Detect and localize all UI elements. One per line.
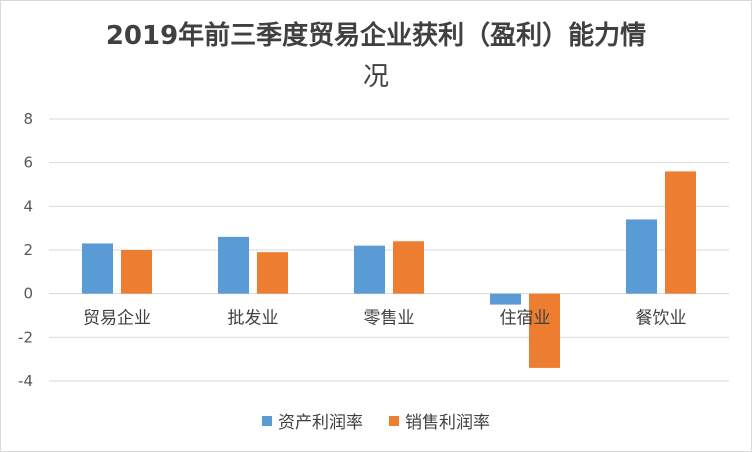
legend-swatch-series-0 xyxy=(262,415,272,426)
bar-series-1-2 xyxy=(393,241,424,294)
legend-label-series-1: 销售利润率 xyxy=(405,413,490,433)
y-tick-label: -2 xyxy=(18,328,33,346)
legend-item-series-1: 销售利润率 xyxy=(389,408,490,433)
x-category-label: 住宿业 xyxy=(500,309,551,329)
legend-swatch-series-1 xyxy=(389,415,399,426)
x-category-label: 零售业 xyxy=(364,309,415,329)
chart-title: 2019年前三季度贸易企业获利（盈利）能力情 况 xyxy=(1,15,751,97)
legend-item-series-0: 资产利润率 xyxy=(262,408,363,433)
bar-series-0-1 xyxy=(218,236,249,294)
x-category-label: 批发业 xyxy=(228,309,279,329)
y-tick-label: 2 xyxy=(23,241,33,259)
x-category-label: 贸易企业 xyxy=(83,309,151,329)
y-tick-label: -4 xyxy=(18,372,33,390)
bar-series-0-2 xyxy=(354,245,385,294)
y-tick-label: 4 xyxy=(23,197,33,215)
y-tick-label: 8 xyxy=(23,110,33,128)
chart-title-line2: 况 xyxy=(362,62,389,92)
legend-label-series-0: 资产利润率 xyxy=(278,413,363,433)
y-tick-label: 6 xyxy=(23,154,33,172)
bar-series-1-1 xyxy=(257,252,288,294)
bar-series-1-0 xyxy=(121,250,152,294)
legend: 资产利润率 销售利润率 xyxy=(1,408,751,433)
bar-series-0-0 xyxy=(82,243,113,294)
x-category-label: 餐饮业 xyxy=(636,309,687,329)
bar-series-1-3 xyxy=(529,293,560,368)
bar-series-0-3 xyxy=(490,293,521,305)
chart-title-line1: 2019年前三季度贸易企业获利（盈利）能力情 xyxy=(105,21,647,51)
bar-series-0-4 xyxy=(626,219,657,294)
bar-series-1-4 xyxy=(665,171,696,294)
y-tick-label: 0 xyxy=(23,285,33,303)
